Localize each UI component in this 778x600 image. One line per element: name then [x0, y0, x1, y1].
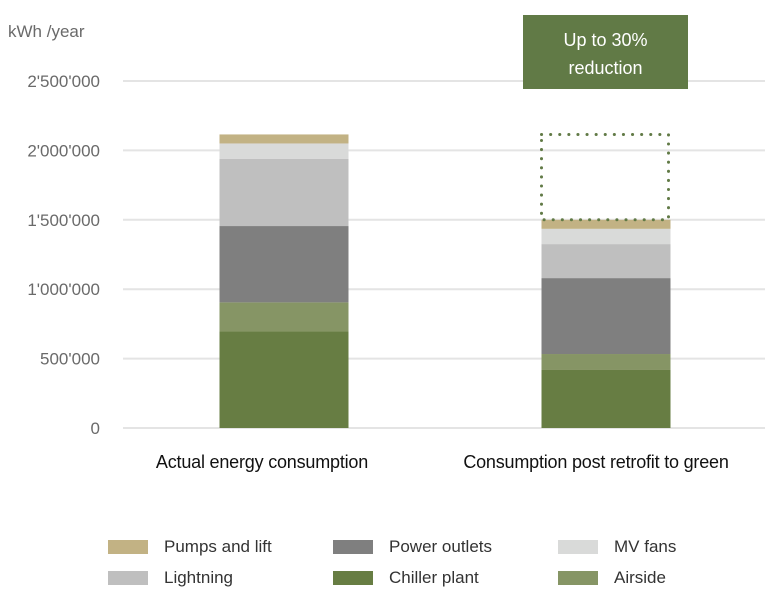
legend-label: Power outlets	[389, 537, 492, 556]
bar-segment-airside	[219, 302, 349, 332]
legend-label: Pumps and lift	[164, 537, 272, 556]
y-tick-label: 500'000	[40, 350, 100, 369]
y-tick-label: 2'500'000	[27, 72, 100, 91]
stacked-bar-chart: kWh /year 0 500'000 1'000'000 1'500'000 2'00…	[8, 15, 765, 472]
legend-swatch	[108, 571, 148, 585]
y-tick-label: 1'000'000	[27, 280, 100, 299]
bar-segment-chiller-plant	[541, 369, 671, 428]
legend-swatch	[558, 540, 598, 554]
y-tick-labels: 0 500'000 1'000'000 1'500'000 2'000'000 2'500…	[27, 72, 100, 438]
legend-item: Lightning	[108, 567, 233, 589]
x-tick-labels: Actual energy consumption Consumption pos…	[156, 452, 729, 472]
bar-segment-lightning	[219, 158, 349, 227]
reduction-annotation: Up to 30% reduction	[523, 15, 688, 222]
legend-swatch	[333, 571, 373, 585]
annotation-line-2: reduction	[568, 58, 642, 78]
bar-segment-chiller-plant	[219, 331, 349, 428]
legend-item: Chiller plant	[333, 567, 479, 589]
legend-label: Lightning	[164, 568, 234, 587]
annotation-box	[523, 15, 688, 89]
legend-item: Power outlets	[333, 536, 492, 558]
legend-item: MV fans	[558, 536, 676, 558]
legend-label: MV fans	[614, 537, 677, 556]
bar-stack	[541, 219, 671, 428]
bar-segment-lightning	[541, 244, 671, 279]
legend-item: Airside	[558, 567, 666, 589]
x-tick-label: Actual energy consumption	[156, 452, 368, 472]
annotation-line-1: Up to 30%	[563, 30, 647, 50]
y-tick-label: 1'500'000	[27, 211, 100, 230]
bar-segment-mv-fans	[219, 143, 349, 159]
reduction-outline	[540, 132, 670, 222]
bar-stack	[219, 134, 349, 428]
bars	[219, 134, 671, 428]
bar-segment-power-outlets	[219, 226, 349, 303]
bar-segment-power-outlets	[541, 278, 671, 355]
legend-swatch	[108, 540, 148, 554]
legend-item: Pumps and lift	[108, 536, 272, 558]
y-tick-label: 2'000'000	[27, 141, 100, 160]
bar-segment-airside	[541, 354, 671, 370]
x-tick-label: Consumption post retrofit to green	[463, 452, 728, 472]
legend-swatch	[558, 571, 598, 585]
y-tick-label: 0	[91, 419, 100, 438]
legend-label: Airside	[614, 568, 666, 587]
bar-segment-mv-fans	[541, 228, 671, 245]
bar-segment-pumps-and-lift	[541, 219, 671, 229]
bar-segment-pumps-and-lift	[219, 134, 349, 144]
y-axis-label: kWh /year	[8, 22, 85, 41]
legend-swatch	[333, 540, 373, 554]
legend-label: Chiller plant	[389, 568, 479, 587]
